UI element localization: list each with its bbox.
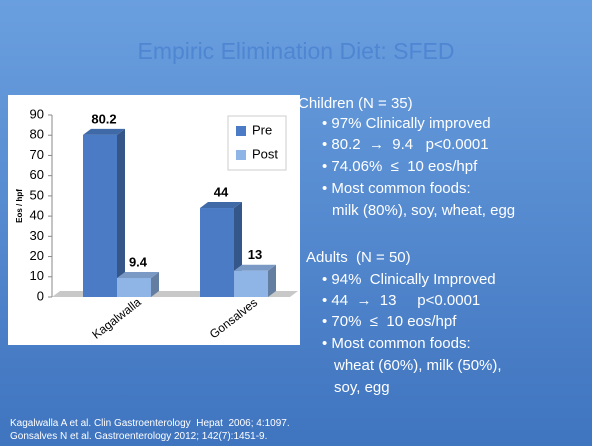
bar — [83, 128, 125, 297]
bar-front — [117, 277, 151, 297]
bar-front — [83, 134, 117, 297]
title: Empiric Elimination Diet: SFED — [137, 38, 455, 64]
bullet: 94% Clinically Improved — [322, 271, 495, 288]
bar — [200, 202, 242, 297]
bar-front — [234, 270, 268, 297]
y-tick-label: 40 — [30, 208, 44, 223]
data-label: 44 — [214, 184, 229, 199]
data-label: 13 — [248, 247, 262, 262]
y-tick-label: 70 — [30, 147, 44, 162]
y-tick-label: 80 — [30, 127, 44, 142]
bullet: 97% Clinically improved — [322, 115, 490, 132]
bar-front — [200, 208, 234, 297]
adults-heading: Adults (N = 50) — [306, 249, 411, 266]
bar-side — [117, 128, 125, 297]
bar — [117, 271, 159, 297]
bar-top — [117, 271, 159, 278]
bar-top — [234, 264, 276, 271]
bar-side — [151, 271, 159, 297]
bar — [234, 264, 276, 297]
y-tick-label: 30 — [30, 228, 44, 243]
legend-label: Pre — [252, 122, 272, 137]
legend-swatch — [236, 150, 246, 160]
reference: Kagalwalla A et al. Clin Gastroenterolog… — [10, 418, 290, 429]
legend-box — [227, 115, 287, 171]
y-tick-label: 90 — [30, 106, 44, 121]
bullet: Most common foods: — [322, 180, 470, 197]
y-tick-label: 20 — [30, 248, 44, 263]
legend: Pre Post — [227, 115, 287, 171]
bullet-continuation: wheat (60%), milk (50%), — [334, 357, 502, 374]
bar-side — [268, 264, 276, 297]
bullet: 70% ≤ 10 eos/hpf — [322, 313, 456, 330]
data-label: 80.2 — [91, 111, 116, 126]
y-tick-label: 50 — [30, 187, 44, 202]
data-label: 9.4 — [129, 254, 148, 269]
y-tick-label: 0 — [37, 288, 44, 303]
bar-top — [83, 128, 125, 135]
bullet: Most common foods: — [322, 335, 470, 352]
legend-label: Post — [252, 146, 278, 161]
bullet: 74.06% ≤ 10 eos/hpf — [322, 158, 477, 175]
bullet: 80.2 → 9.4 p<0.0001 — [322, 136, 488, 153]
bullet-continuation: soy, egg — [334, 379, 390, 396]
y-tick-label: 10 — [30, 268, 44, 283]
y-axis-label: Eos / hpf — [15, 189, 24, 223]
legend-swatch — [236, 126, 246, 136]
y-tick-label: 60 — [30, 167, 44, 182]
bullet-continuation: milk (80%), soy, wheat, egg — [332, 202, 516, 219]
bar-top — [200, 202, 242, 209]
reference: Gonsalves N et al. Gastroenterology 2012… — [10, 431, 268, 442]
children-heading: Children (N = 35) — [298, 95, 413, 112]
bullet: 44 → 13 p<0.0001 — [322, 292, 480, 309]
